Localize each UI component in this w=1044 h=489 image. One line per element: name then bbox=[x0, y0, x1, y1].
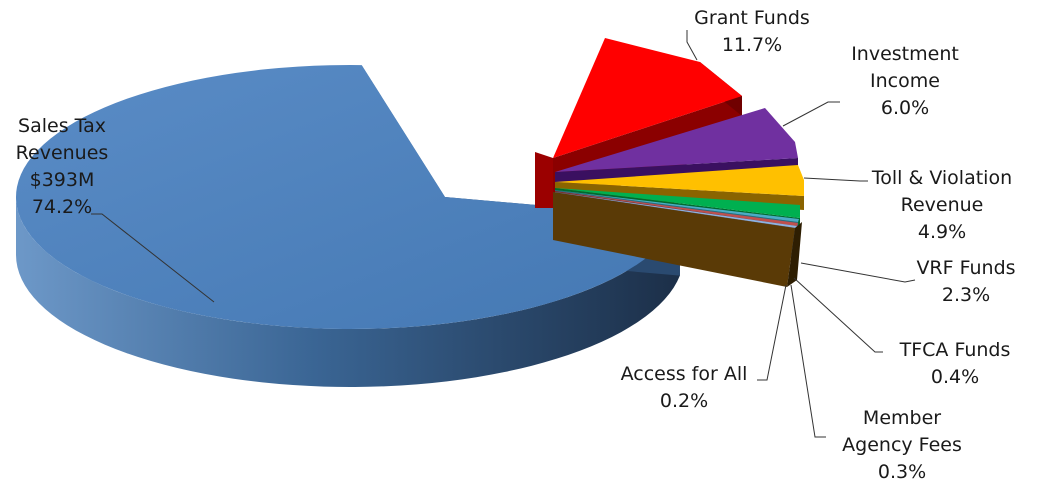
slice-labels: Sales Tax Revenues $393M 74.2% Grant Funds 11… bbox=[16, 7, 1016, 483]
label-line: Revenue bbox=[901, 194, 984, 216]
label-line: Income bbox=[870, 70, 940, 92]
leader-lines bbox=[91, 30, 916, 438]
label-line: 11.7% bbox=[722, 34, 782, 56]
label-sales-tax-revenues: Sales Tax Revenues $393M 74.2% bbox=[16, 115, 109, 218]
label-line: Sales Tax bbox=[18, 115, 106, 137]
slice-sales-tax-revenues bbox=[16, 64, 680, 387]
label-access-for-all: Access for All 0.2% bbox=[621, 363, 748, 412]
leader-investment-income bbox=[782, 101, 840, 127]
slice-front-block bbox=[553, 192, 802, 287]
label-toll-violation-revenue: Toll & Violation Revenue 4.9% bbox=[871, 167, 1012, 243]
label-line: $393M bbox=[30, 169, 95, 191]
label-line: 0.2% bbox=[660, 390, 708, 412]
label-line: Toll & Violation bbox=[871, 167, 1012, 189]
label-line: Investment bbox=[851, 43, 959, 65]
label-line: Access for All bbox=[621, 363, 748, 385]
label-line: 2.3% bbox=[942, 284, 990, 306]
label-member-agency-fees: Member Agency Fees 0.3% bbox=[842, 407, 962, 483]
pie-slices bbox=[16, 38, 804, 387]
label-tfca-funds: TFCA Funds 0.4% bbox=[899, 339, 1011, 388]
label-line: VRF Funds bbox=[916, 257, 1015, 279]
leader-grant-funds bbox=[686, 30, 698, 61]
leader-access-for-all bbox=[757, 284, 787, 381]
label-line: TFCA Funds bbox=[899, 339, 1011, 361]
label-line: Revenues bbox=[16, 142, 109, 164]
leader-member-agency-fees bbox=[790, 284, 826, 438]
leader-toll-violation-revenue bbox=[803, 177, 868, 182]
label-line: Member bbox=[863, 407, 941, 429]
label-line: 4.9% bbox=[918, 221, 966, 243]
label-line: 6.0% bbox=[881, 97, 929, 119]
label-line: 0.4% bbox=[931, 366, 979, 388]
label-vrf-funds: VRF Funds 2.3% bbox=[916, 257, 1015, 306]
leader-sales-tax-revenues bbox=[91, 213, 215, 303]
label-line: Grant Funds bbox=[694, 7, 810, 29]
leader-tfca-funds bbox=[793, 277, 883, 353]
label-line: 0.3% bbox=[878, 461, 926, 483]
leader-vrf-funds bbox=[800, 262, 916, 283]
label-line: 74.2% bbox=[32, 196, 92, 218]
label-investment-income: Investment Income 6.0% bbox=[851, 43, 959, 119]
label-line: Agency Fees bbox=[842, 434, 962, 456]
label-grant-funds: Grant Funds 11.7% bbox=[694, 7, 810, 56]
